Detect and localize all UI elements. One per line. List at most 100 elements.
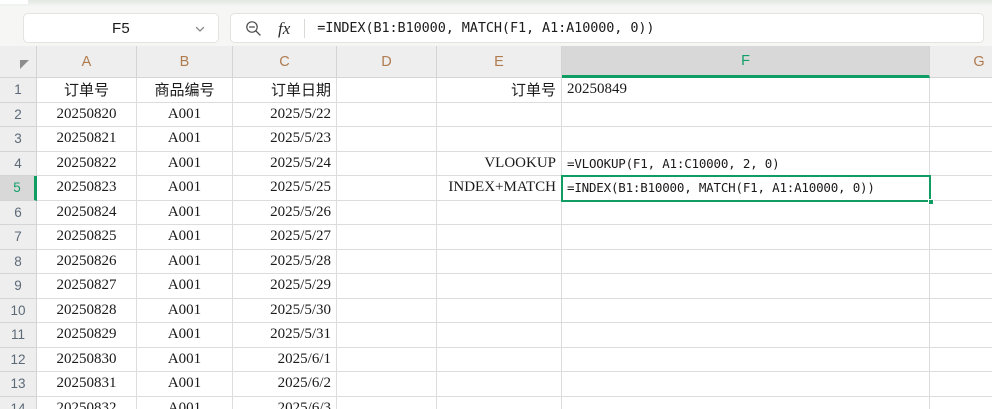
cell-f4[interactable]: =VLOOKUP(F1, A1:C10000, 2, 0) bbox=[562, 151, 930, 176]
cell-c14[interactable]: 2025/6/3 bbox=[233, 396, 337, 409]
column-header-b[interactable]: B bbox=[137, 46, 233, 78]
cell-a3[interactable]: 20250821 bbox=[37, 127, 137, 152]
row-header-10[interactable]: 10 bbox=[0, 298, 37, 323]
cell-b12[interactable]: A001 bbox=[137, 347, 233, 372]
cell-a12[interactable]: 20250830 bbox=[37, 347, 137, 372]
cell-g13[interactable] bbox=[930, 372, 992, 397]
column-header-a[interactable]: A bbox=[37, 46, 137, 78]
cell-d6[interactable] bbox=[337, 200, 437, 225]
cell-d10[interactable] bbox=[337, 298, 437, 323]
select-all-corner[interactable] bbox=[0, 46, 37, 78]
cell-g1[interactable] bbox=[930, 78, 992, 103]
cell-e2[interactable] bbox=[437, 102, 562, 127]
cell-b5[interactable]: A001 bbox=[137, 176, 233, 201]
column-header-e[interactable]: E bbox=[437, 46, 562, 78]
row-header-4[interactable]: 4 bbox=[0, 151, 37, 176]
cell-f2[interactable] bbox=[562, 102, 930, 127]
cell-a8[interactable]: 20250826 bbox=[37, 249, 137, 274]
cell-g5[interactable] bbox=[930, 176, 992, 201]
cell-g10[interactable] bbox=[930, 299, 992, 323]
cell-b7[interactable]: A001 bbox=[137, 225, 233, 250]
column-header-f[interactable]: F bbox=[562, 46, 930, 78]
cell-f6[interactable] bbox=[562, 200, 930, 225]
cell-b13[interactable]: A001 bbox=[137, 372, 233, 397]
cell-d8[interactable] bbox=[337, 249, 437, 274]
row-header-11[interactable]: 11 bbox=[0, 323, 37, 348]
name-box[interactable]: F5 bbox=[23, 13, 219, 43]
cell-a2[interactable]: 20250820 bbox=[37, 102, 137, 127]
cell-a11[interactable]: 20250829 bbox=[37, 323, 137, 348]
row-header-13[interactable]: 13 bbox=[0, 372, 37, 397]
row-header-7[interactable]: 7 bbox=[0, 225, 37, 250]
cell-b10[interactable]: A001 bbox=[137, 298, 233, 323]
formula-input[interactable]: =INDEX(B1:B10000, MATCH(F1, A1:A10000, 0… bbox=[317, 20, 655, 36]
row-header-14[interactable]: 14 bbox=[0, 396, 37, 409]
cell-c11[interactable]: 2025/5/31 bbox=[233, 323, 337, 348]
cell-a9[interactable]: 20250827 bbox=[37, 274, 137, 299]
cell-g6[interactable] bbox=[930, 201, 992, 225]
cell-b14[interactable]: A001 bbox=[137, 396, 233, 409]
row-header-6[interactable]: 6 bbox=[0, 200, 37, 225]
cell-d13[interactable] bbox=[337, 372, 437, 397]
cell-d7[interactable] bbox=[337, 225, 437, 250]
column-header-c[interactable]: C bbox=[233, 46, 337, 78]
cell-e13[interactable] bbox=[437, 372, 562, 397]
cell-f3[interactable] bbox=[562, 127, 930, 152]
column-header-d[interactable]: D bbox=[337, 46, 437, 78]
row-header-3[interactable]: 3 bbox=[0, 127, 37, 152]
cell-e11[interactable] bbox=[437, 323, 562, 348]
cell-c1[interactable]: 订单日期 bbox=[233, 78, 337, 103]
row-header-8[interactable]: 8 bbox=[0, 249, 37, 274]
cell-c9[interactable]: 2025/5/29 bbox=[233, 274, 337, 299]
cell-e4[interactable]: VLOOKUP bbox=[437, 151, 562, 176]
cell-c13[interactable]: 2025/6/2 bbox=[233, 372, 337, 397]
cell-f12[interactable] bbox=[562, 347, 930, 372]
cell-a6[interactable]: 20250824 bbox=[37, 200, 137, 225]
cell-f5[interactable]: =INDEX(B1:B10000, MATCH(F1, A1:A10000, 0… bbox=[562, 176, 930, 201]
cell-a10[interactable]: 20250828 bbox=[37, 298, 137, 323]
row-header-9[interactable]: 9 bbox=[0, 274, 37, 299]
cell-d5[interactable] bbox=[337, 176, 437, 201]
cell-d2[interactable] bbox=[337, 102, 437, 127]
cell-a5[interactable]: 20250823 bbox=[37, 176, 137, 201]
row-header-5[interactable]: 5 bbox=[0, 176, 37, 201]
cell-e6[interactable] bbox=[437, 200, 562, 225]
cell-b2[interactable]: A001 bbox=[137, 102, 233, 127]
cell-f7[interactable] bbox=[562, 225, 930, 250]
cell-c2[interactable]: 2025/5/22 bbox=[233, 102, 337, 127]
cell-d3[interactable] bbox=[337, 127, 437, 152]
cell-c8[interactable]: 2025/5/28 bbox=[233, 249, 337, 274]
cell-b8[interactable]: A001 bbox=[137, 249, 233, 274]
cell-a14[interactable]: 20250832 bbox=[37, 396, 137, 409]
cell-g9[interactable] bbox=[930, 274, 992, 299]
cell-g7[interactable] bbox=[930, 225, 992, 250]
cell-d4[interactable] bbox=[337, 151, 437, 176]
fx-icon[interactable]: fx bbox=[278, 18, 291, 38]
cell-a1[interactable]: 订单号 bbox=[37, 78, 137, 103]
cell-g12[interactable] bbox=[930, 348, 992, 372]
chevron-down-icon[interactable] bbox=[194, 22, 206, 34]
column-header-g[interactable]: G bbox=[930, 46, 992, 78]
cell-c3[interactable]: 2025/5/23 bbox=[233, 127, 337, 152]
cell-d9[interactable] bbox=[337, 274, 437, 299]
search-zoom-out-icon[interactable] bbox=[245, 20, 262, 37]
cell-e14[interactable] bbox=[437, 396, 562, 409]
cell-e1[interactable]: 订单号 bbox=[437, 78, 562, 103]
cell-e12[interactable] bbox=[437, 347, 562, 372]
cell-d12[interactable] bbox=[337, 347, 437, 372]
cell-g8[interactable] bbox=[930, 250, 992, 274]
cell-f11[interactable] bbox=[562, 323, 930, 348]
cell-c12[interactable]: 2025/6/1 bbox=[233, 347, 337, 372]
cell-b4[interactable]: A001 bbox=[137, 151, 233, 176]
cell-a7[interactable]: 20250825 bbox=[37, 225, 137, 250]
cell-b1[interactable]: 商品编号 bbox=[137, 78, 233, 103]
cell-e10[interactable] bbox=[437, 298, 562, 323]
cell-d11[interactable] bbox=[337, 323, 437, 348]
cell-f8[interactable] bbox=[562, 249, 930, 274]
cell-f13[interactable] bbox=[562, 372, 930, 397]
cell-e7[interactable] bbox=[437, 225, 562, 250]
cell-d14[interactable] bbox=[337, 396, 437, 409]
cell-f1[interactable]: 20250849 bbox=[562, 78, 930, 103]
cell-g3[interactable] bbox=[930, 127, 992, 152]
cell-b6[interactable]: A001 bbox=[137, 200, 233, 225]
